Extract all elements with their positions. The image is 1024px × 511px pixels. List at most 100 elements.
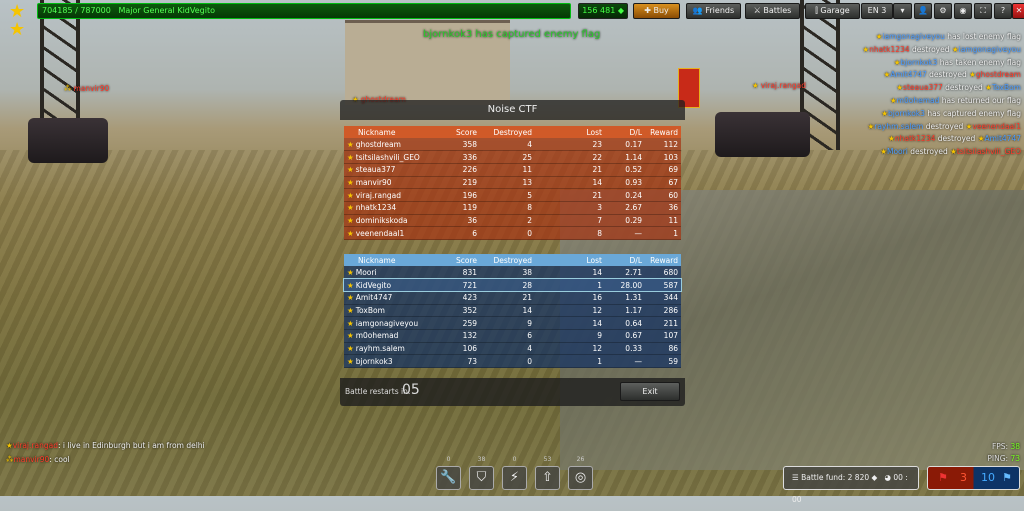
fullscreen-icon[interactable]: ⛶ xyxy=(974,3,992,19)
cell: 107 xyxy=(642,329,681,343)
table-row[interactable]: ★ veenendaal1 6 0 8—1 xyxy=(344,226,681,240)
table-row[interactable]: ★ Amit4747 423 21 16 1.31 344 xyxy=(344,291,681,305)
column-header[interactable]: D/L xyxy=(629,255,642,265)
gear-icon[interactable]: ⚙ xyxy=(934,3,952,19)
add-friend-icon[interactable]: 👤 xyxy=(914,3,932,19)
kill-feed-item: ★rayhm.salem destroyed ★veenendaal1 xyxy=(867,121,1021,131)
friends-button[interactable]: 👥 Friends xyxy=(686,3,741,19)
cell: 9 xyxy=(477,316,532,330)
current-player-row[interactable]: ★ KidVegito 721 28 1 28.00 587 xyxy=(343,277,682,293)
cell: ★ nhatk1234 xyxy=(344,201,439,215)
ping-readout: PING: 73 xyxy=(987,454,1020,463)
experience-bar: 704185 / 787000 Major General KidVegito xyxy=(37,3,571,19)
cell: 13 xyxy=(477,176,532,190)
enemy-tank xyxy=(28,118,108,163)
cell: 12 xyxy=(532,304,602,318)
kill-feed: ★iamgonagiveyou has lost enemy flag ★nhat… xyxy=(851,31,1021,159)
garage-icon: ⫿ xyxy=(815,6,818,15)
cell: 38 xyxy=(477,266,532,280)
cell: ★ tsitsilashvili_GEO xyxy=(344,150,439,164)
cell: 2.67 xyxy=(602,201,642,215)
table-row[interactable]: ★ m0ohemad 132 6 9 0.67 107 xyxy=(344,329,681,343)
rank-icon: ★ xyxy=(347,228,354,238)
mine-button[interactable]: ◎ xyxy=(568,466,593,490)
column-header[interactable]: D/L xyxy=(629,127,642,137)
cell: 226 xyxy=(439,163,477,177)
cell: 69 xyxy=(642,163,681,177)
cell: 1.17 xyxy=(602,304,642,318)
rank-icon: ★ xyxy=(347,280,354,290)
cell: 67 xyxy=(642,176,681,190)
table-row[interactable]: ★ viraj.rangad 196 5 21 0.24 60 xyxy=(344,188,681,202)
table-row[interactable]: ★ steaua377 226 11 21 0.52 69 xyxy=(344,163,681,177)
cell: 12 xyxy=(532,342,602,356)
red-team-table: Nickname Score Destroyed Lost D/L Reward ★ ghos… xyxy=(344,126,681,240)
restart-countdown: 05 xyxy=(402,382,420,398)
kill-feed-item: ★steaua377 destroyed ★ToxBom xyxy=(896,83,1021,93)
blue-flag-icon: ⚑ xyxy=(1002,471,1012,484)
repair-kit-button[interactable]: 🔧 xyxy=(436,466,461,490)
cell: 132 xyxy=(439,329,477,343)
cell: ★ ghostdream xyxy=(344,138,439,152)
column-header[interactable]: Reward xyxy=(650,255,678,265)
rank-icon: ★ xyxy=(347,190,354,200)
table-row[interactable]: ★ manvir90 219 13 14 0.93 67 xyxy=(344,176,681,190)
cell: 16 xyxy=(532,291,602,305)
table-row[interactable]: ★ ghostdream 358 4 23 0.17 112 xyxy=(344,138,681,152)
language-select[interactable]: EN 3 xyxy=(861,3,893,19)
exit-button[interactable]: Exit xyxy=(620,382,680,401)
overhead-name: ⁂ manvir90 xyxy=(64,84,110,93)
speed-boost-button[interactable]: ⇧ xyxy=(535,466,560,490)
rank-star-icon: ★ xyxy=(9,19,26,40)
cell: 0.52 xyxy=(602,163,642,177)
column-header[interactable]: Nickname xyxy=(358,127,396,137)
column-header[interactable]: Destroyed xyxy=(493,127,532,137)
blue-score: 10 xyxy=(981,471,995,484)
double-damage-button[interactable]: ⚡ xyxy=(502,466,527,490)
cell: 25 xyxy=(477,150,532,164)
table-row[interactable]: ★ Moori 831 38 14 2.71 680 xyxy=(344,266,681,280)
cell: 28 xyxy=(477,278,532,292)
red-flag-banner xyxy=(678,68,700,108)
cell: 23 xyxy=(532,138,602,152)
column-header[interactable]: Destroyed xyxy=(493,255,532,265)
help-icon[interactable]: ? xyxy=(994,3,1012,19)
table-row[interactable]: ★ tsitsilashvili_GEO 336 25 22 1.14 103 xyxy=(344,150,681,164)
armor-button[interactable]: ⛉ xyxy=(469,466,494,490)
cell: 14 xyxy=(532,266,602,280)
table-row[interactable]: ★ rayhm.salem 106 4 12 0.33 86 xyxy=(344,342,681,356)
buy-button[interactable]: ✚ Buy xyxy=(633,3,680,19)
table-row[interactable]: ★ bjornkok3 73 0 1—59 xyxy=(344,354,681,368)
cell: 423 xyxy=(439,291,477,305)
rank-icon: ★ xyxy=(347,318,354,328)
supply-count: 0 xyxy=(512,456,517,463)
fps-readout: FPS: 38 xyxy=(991,442,1020,451)
cell: 36 xyxy=(642,201,681,215)
sound-icon[interactable]: ◉ xyxy=(954,3,972,19)
column-header[interactable]: Score xyxy=(455,127,477,137)
table-row[interactable]: ★ ToxBom 352 14 12 1.17 286 xyxy=(344,304,681,318)
clock-icon: ◕ xyxy=(884,473,891,482)
table-row[interactable]: ★ iamgonagiveyou 259 9 14 0.64 211 xyxy=(344,316,681,330)
column-header[interactable]: Lost xyxy=(586,255,602,265)
garage-button[interactable]: ⫿ Garage xyxy=(805,3,860,19)
table-row[interactable]: ★ nhatk1234 119 8 3 2.67 36 xyxy=(344,201,681,215)
cell: 336 xyxy=(439,150,477,164)
close-icon[interactable]: ✕ xyxy=(1012,3,1024,19)
column-header[interactable]: Nickname xyxy=(358,255,396,265)
column-header[interactable]: Lost xyxy=(586,127,602,137)
crystals-display: 156 481 ◆ xyxy=(578,3,628,19)
table-header: Nickname Score Destroyed Lost D/L Reward xyxy=(344,126,681,138)
cell: 1 xyxy=(642,226,681,240)
coins-icon: ☰ xyxy=(792,473,799,482)
table-row[interactable]: ★ dominikskoda 36 2 7 0.29 11 xyxy=(344,214,681,228)
rank-icon: ★ xyxy=(347,139,354,149)
blue-team-table: Nickname Score Destroyed Lost D/L Reward ★ Moor… xyxy=(343,254,682,368)
column-header[interactable]: Reward xyxy=(650,127,678,137)
cell: 6 xyxy=(477,329,532,343)
cell: 0.29 xyxy=(602,214,642,228)
chevron-down-icon[interactable]: ▾ xyxy=(893,3,912,19)
battles-button[interactable]: ⚔ Battles xyxy=(745,3,800,19)
cell: 5 xyxy=(477,188,532,202)
column-header[interactable]: Score xyxy=(455,255,477,265)
